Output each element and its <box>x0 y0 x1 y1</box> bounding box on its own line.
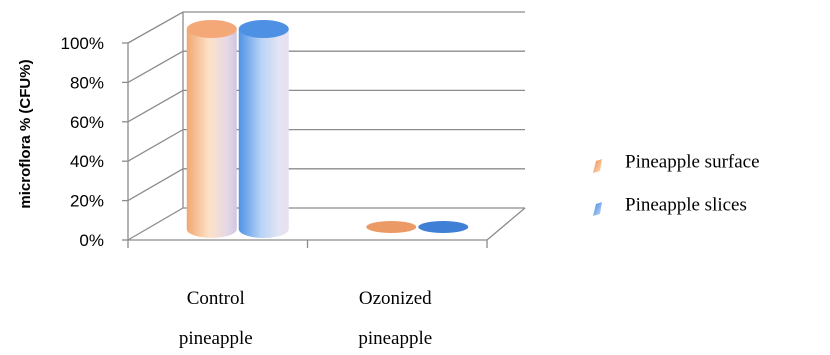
y-tick-label: 60% <box>70 113 104 132</box>
bar-surface <box>186 29 237 238</box>
category-label: pineapple <box>179 328 253 349</box>
category-label: Ozonized <box>359 288 432 309</box>
legend-swatch <box>593 202 602 216</box>
bar-slices <box>238 29 289 238</box>
y-axis-title: microflora % (CFU%) <box>17 59 34 208</box>
bar-top <box>238 20 289 38</box>
category-label: Control <box>187 288 245 309</box>
legend-label: Pineapple slices <box>625 194 747 215</box>
chart-walls <box>122 11 526 248</box>
category-label: pineapple <box>358 328 432 349</box>
chart-bars <box>186 20 469 238</box>
bar-top <box>186 20 237 38</box>
bar-surface <box>366 221 417 233</box>
y-tick-label: 40% <box>70 152 104 171</box>
y-tick-label: 100% <box>61 34 104 53</box>
y-tick-label: 80% <box>70 73 104 92</box>
y-tick-label: 20% <box>70 192 104 211</box>
bar-slices <box>418 221 469 233</box>
legend-label: Pineapple surface <box>625 151 760 172</box>
chart-labels: 0% 20% 40% 60% 80% 100% Control pineapple Ozoniz… <box>17 34 432 349</box>
legend-swatch <box>593 159 602 173</box>
legend: Pineapple surface Pineapple slices <box>593 151 760 216</box>
y-tick-label: 0% <box>79 231 104 250</box>
